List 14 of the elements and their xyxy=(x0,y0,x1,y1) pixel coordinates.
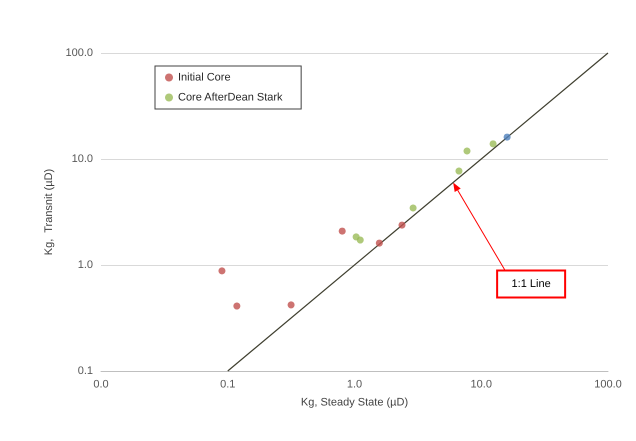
y-tick-label: 0.1 xyxy=(78,365,93,377)
y-tick-label: 10.0 xyxy=(72,153,93,165)
legend-label: Core AfterDean Stark xyxy=(178,92,284,104)
x-tick-label: 10.0 xyxy=(470,378,492,390)
x-tick-label: 0.1 xyxy=(220,378,236,390)
legend-label: Initial Core xyxy=(178,72,231,84)
y-axis-title: Kg, Transnit (µD) xyxy=(43,168,56,256)
x-tick-label: 0.0 xyxy=(93,378,109,390)
y-tick-label: 100.0 xyxy=(65,47,93,59)
x-tick-label: 1.0 xyxy=(346,378,362,390)
x-tick-label: 100.0 xyxy=(594,378,622,390)
x-axis-title: Kg, Steady State (µD) xyxy=(300,396,408,408)
y-tick-label: 1.0 xyxy=(78,259,93,271)
annotation: 1:1 Line xyxy=(512,278,551,290)
